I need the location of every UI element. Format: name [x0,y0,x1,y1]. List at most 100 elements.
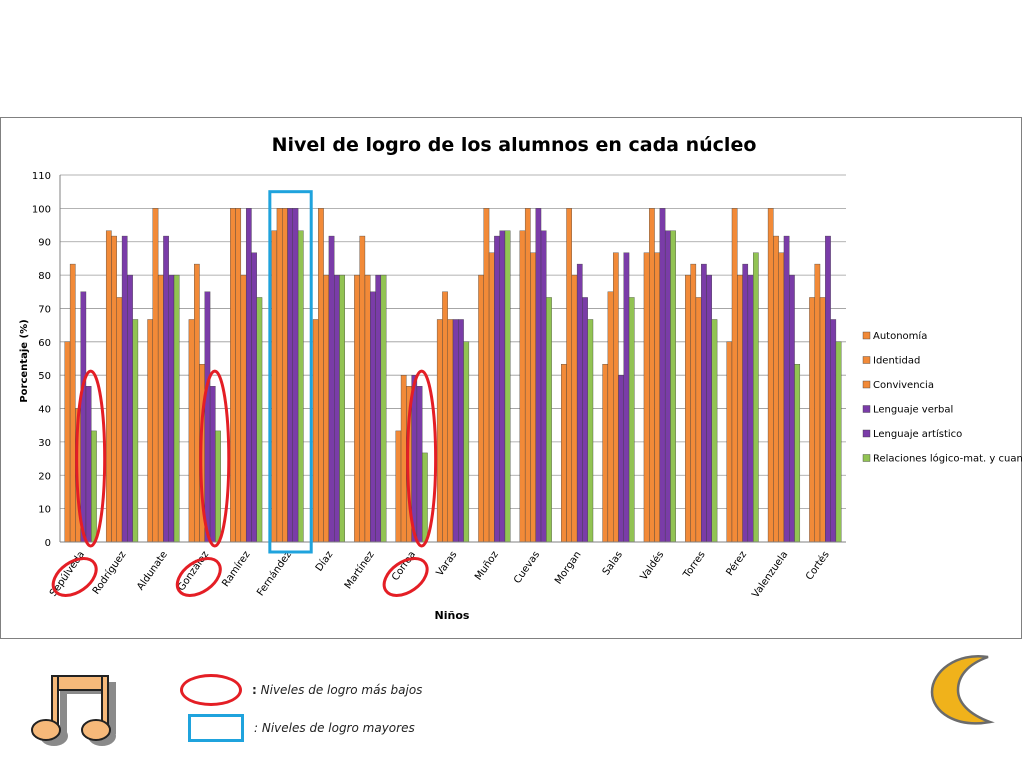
bar-Correa-Identidad [400,375,407,543]
bar-Torres-Relaciones lógico-mat. y cuant. [711,319,718,543]
legend-swatch [862,454,871,462]
x-tick-label: Muñoz [473,549,501,582]
bar-Salas-Lenguaje verbal [618,375,624,543]
bar-Pérez-Lenguaje artístico [747,274,754,543]
bar-Correa-Lenguaje artístico [416,386,423,543]
bar-Sepúlveda-Relaciones lógico-mat. y cuant. [91,430,97,543]
key-high: : Niveles de logro mayores [180,714,415,742]
bar-Valdés-Lenguaje verbal [659,208,666,543]
bar-Cuevas-Relaciones lógico-mat. y cuant. [546,297,552,543]
bar-Aldunate-Lenguaje verbal [163,235,169,543]
bar-Varas-Lenguaje artístico [458,319,464,543]
bar-Varas-Relaciones lógico-mat. y cuant. [463,341,470,543]
bar-Rodríguez-Convivencia [116,297,123,543]
bar-Martínez-Lenguaje artístico [375,274,382,543]
bar-Díaz-Relaciones lógico-mat. y cuant. [339,274,345,543]
annotations [51,190,438,597]
x-tick-label: Cortés [803,549,831,583]
bar-Aldunate-Lenguaje artístico [168,274,175,543]
bar-Torres-Convivencia [695,297,702,543]
bar-Valdés-Lenguaje artístico [664,230,671,543]
bar-Aldunate-Convivencia [157,274,164,543]
bar-Sepúlveda-Autonomía [64,341,71,543]
blue-rectangle-icon [188,714,244,742]
x-tick-label: Cuevas [512,549,542,585]
legend-label: Convivencia [873,380,934,391]
bar-Fernández-Identidad [276,208,283,543]
bar-Torres-Identidad [690,263,697,543]
bar-Fernández-Lenguaje artístico [292,208,299,543]
bar-Sepúlveda-Identidad [69,263,76,543]
bar-Muñoz-Lenguaje artístico [499,230,506,543]
bar-Valenzuela-Identidad [773,235,779,543]
bar-Cortés-Identidad [814,263,821,543]
bar-Cuevas-Lenguaje artístico [540,230,547,543]
bar-Varas-Lenguaje verbal [452,319,459,543]
y-tick-label: 80 [38,271,51,282]
key-high-prefix: : [254,721,259,735]
legend-swatch [862,405,871,413]
red-ellipse-icon [180,674,242,706]
bar-Muñoz-Autonomía [478,274,484,543]
bar-Valenzuela-Lenguaje artístico [789,274,795,543]
x-tick-label: Fernández [254,549,294,598]
y-tick-label: 30 [38,438,51,449]
legend-label: Relaciones lógico-mat. y cuant. [873,453,1022,465]
bar-Cuevas-Lenguaje verbal [535,208,542,543]
bar-Pérez-Convivencia [737,274,743,543]
bar-Ramírez-Identidad [235,208,242,543]
x-tick-label: Varas [435,549,460,578]
bar-González-Autonomía [188,319,195,543]
bar-Díaz-Lenguaje verbal [328,235,335,543]
legend-swatch [862,429,871,438]
bar-Torres-Autonomía [685,274,691,543]
bar-Valdés-Relaciones lógico-mat. y cuant. [670,230,676,543]
bar-Aldunate-Relaciones lógico-mat. y cuant. [173,274,180,543]
bar-Fernández-Relaciones lógico-mat. y cuant. [297,230,304,543]
x-tick-label: Martínez [342,549,377,591]
bar-Valdés-Identidad [649,208,655,543]
bar-Martínez-Autonomía [354,274,360,543]
y-tick-label: 110 [32,171,51,182]
x-tick-label: Díaz [313,549,335,574]
bar-Valenzuela-Convivencia [778,252,785,543]
bar-Valenzuela-Relaciones lógico-mat. y cuant. [794,363,801,543]
bar-Ramírez-Convivencia [240,274,247,543]
bar-Sepúlveda-Lenguaje artístico [85,386,92,543]
x-tick-label: Salas [601,549,625,577]
bar-Martínez-Lenguaje verbal [370,291,376,543]
bar-Cortés-Convivencia [819,297,826,543]
y-tick-label: 100 [32,204,51,215]
legend-label: Lenguaje verbal [873,405,953,416]
bar-Cuevas-Autonomía [519,230,526,543]
bar-Ramírez-Relaciones lógico-mat. y cuant. [256,297,263,543]
legend-label: Lenguaje artístico [873,428,962,440]
low-marker-label-ellipse [51,557,98,597]
x-tick-label: Torres [681,549,708,580]
high-marker-rect [268,190,313,554]
bar-Valdés-Convivencia [654,252,661,543]
bar-Fernández-Convivencia [282,208,288,543]
bar-Valenzuela-Autonomía [767,208,774,543]
bar-Rodríguez-Lenguaje verbal [121,235,128,543]
bar-Cuevas-Identidad [524,208,531,543]
x-tick-label: Morgan [553,549,584,586]
bar-Ramírez-Autonomía [230,208,236,543]
bar-Cortés-Lenguaje artístico [830,319,837,543]
bar-Pérez-Lenguaje verbal [742,263,749,543]
bar-Morgan-Lenguaje verbal [576,263,583,543]
annotation-key: : Niveles de logro más bajos : Niveles d… [180,672,480,752]
bar-Díaz-Convivencia [323,274,330,543]
bar-Cortés-Autonomía [809,297,815,543]
bar-Varas-Convivencia [447,319,454,543]
y-tick-label: 40 [38,405,51,416]
legend-swatch [862,356,871,364]
bar-Cuevas-Convivencia [530,252,536,543]
bar-Aldunate-Identidad [152,208,159,543]
bar-Correa-Relaciones lógico-mat. y cuant. [422,452,428,543]
y-tick-label: 50 [38,371,51,382]
legend-swatch [862,331,871,340]
chart-title: Nivel de logro de los alumnos en cada nú… [272,134,757,156]
bar-Muñoz-Identidad [483,208,490,543]
key-high-label: Niveles de logro mayores [261,721,415,735]
